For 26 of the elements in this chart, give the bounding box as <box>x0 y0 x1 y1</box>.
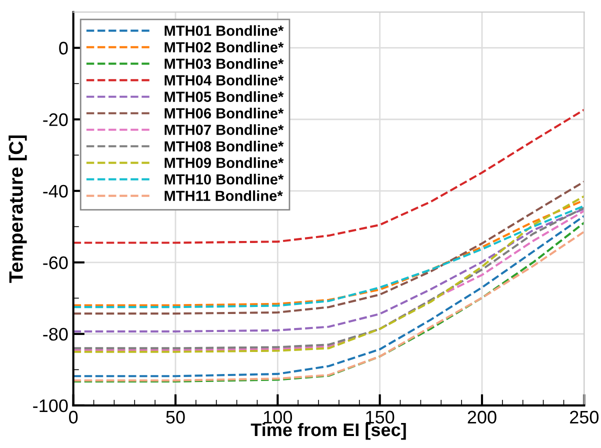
legend-label: MTH05 Bondline* <box>164 91 284 102</box>
x-tick-label: 50 <box>166 410 185 424</box>
legend-label: MTH07 Bondline* <box>164 124 284 135</box>
legend-label: MTH06 Bondline* <box>164 108 284 118</box>
legend-label: MTH04 Bondline* <box>164 74 284 86</box>
x-tick-label: 0 <box>69 410 78 424</box>
legend-label: MTH02 Bondline* <box>164 42 284 52</box>
y-axis-title: Temperature [C] <box>8 135 27 283</box>
x-tick-label: 100 <box>264 410 292 424</box>
legend-label: MTH09 Bondline* <box>164 157 284 168</box>
x-axis-title: Time from EI [sec] <box>250 422 406 440</box>
legend-label: MTH10 Bondline* <box>164 174 284 185</box>
y-tick-label: -80 <box>43 328 68 341</box>
y-tick-label: 0 <box>59 42 68 55</box>
legend-label: MTH01 Bondline* <box>164 25 284 36</box>
y-tick-label: -20 <box>43 113 68 126</box>
legend-label: MTH08 Bondline* <box>164 140 284 152</box>
legend-label: MTH03 Bondline* <box>164 58 284 69</box>
x-tick-label: 200 <box>468 410 496 424</box>
y-tick-label: -100 <box>33 399 68 412</box>
line-series <box>73 108 584 244</box>
legend-label: MTH11 Bondline* <box>164 190 283 202</box>
x-tick-label: 150 <box>366 410 394 424</box>
x-tick-label: 250 <box>570 410 599 424</box>
y-tick-label: -60 <box>43 256 68 270</box>
y-tick-label: -40 <box>43 184 68 198</box>
